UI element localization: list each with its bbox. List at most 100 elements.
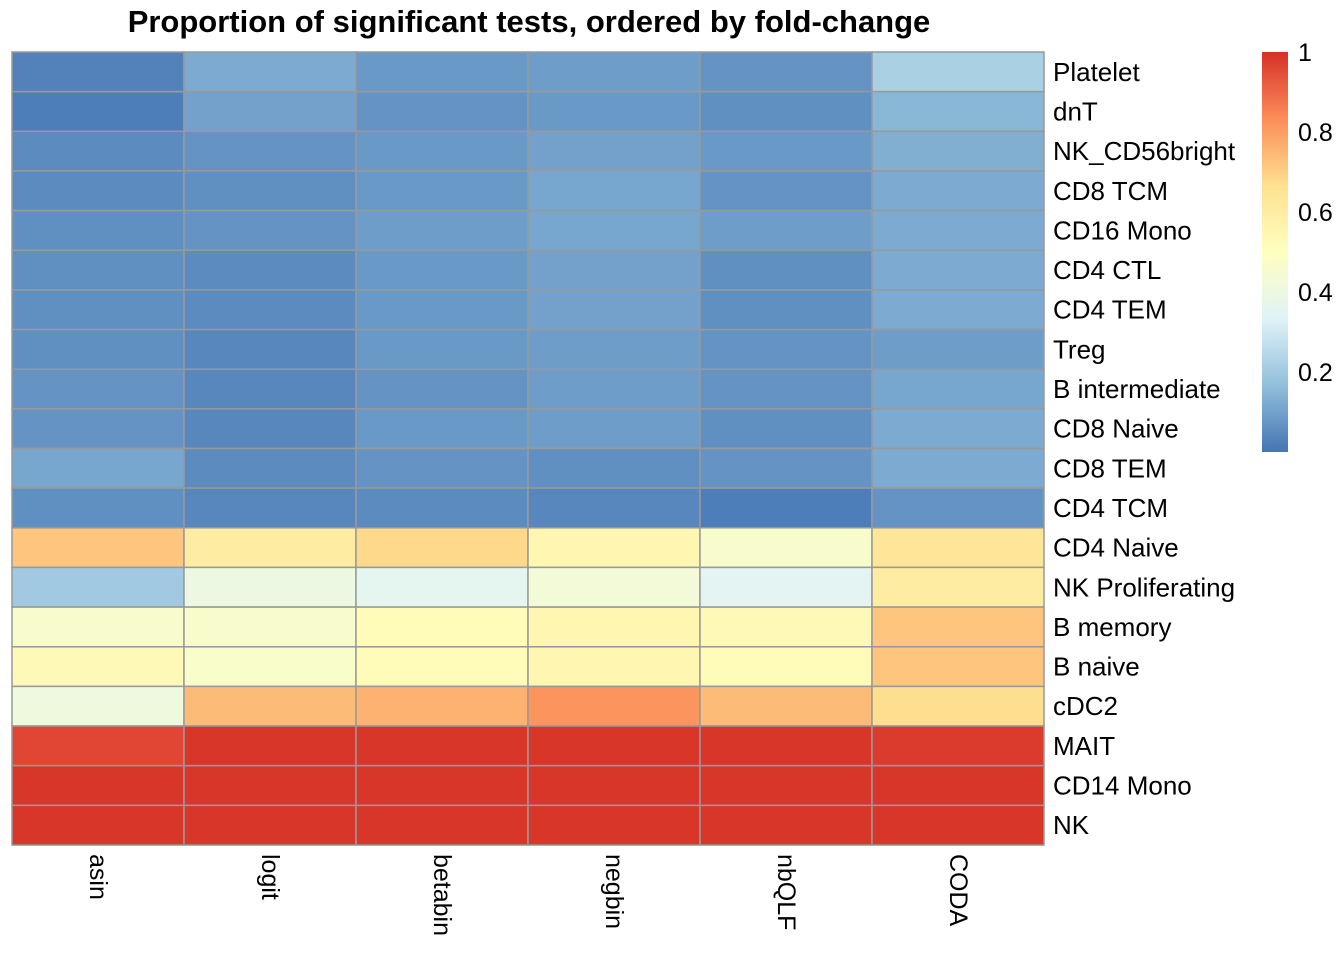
heatmap-cell: [527, 130, 701, 172]
heatmap-cell: [527, 487, 701, 529]
heatmap-cell: [699, 487, 873, 529]
legend-tick-label: 0.4: [1298, 279, 1333, 307]
row-label: CD4 CTL: [1053, 255, 1161, 285]
heatmap-cell: [871, 725, 1045, 767]
heatmap-cell: [527, 646, 701, 688]
row-label: B memory: [1053, 612, 1171, 642]
heatmap-cell: [699, 685, 873, 727]
row-label: CD4 Naive: [1053, 533, 1179, 563]
heatmap-cell: [527, 527, 701, 569]
column-label: betabin: [428, 854, 456, 936]
heatmap-cell: [699, 90, 873, 133]
heatmap-cell: [11, 566, 185, 608]
heatmap-cell: [355, 249, 529, 291]
heatmap-cell: [527, 447, 701, 489]
heatmap-cell: [871, 804, 1045, 846]
heatmap-cell: [699, 646, 873, 688]
row-label: NK: [1053, 810, 1090, 840]
heatmap-cell: [355, 90, 529, 133]
heatmap-cell: [355, 130, 529, 172]
heatmap-cell: [11, 804, 185, 846]
heatmap-cell: [527, 685, 701, 727]
heatmap-cell: [355, 764, 529, 807]
column-label: asin: [84, 854, 112, 900]
heatmap-cell: [355, 368, 529, 410]
heatmap-cell: [183, 51, 357, 93]
heatmap-cell: [183, 804, 357, 846]
heatmap-cell: [355, 606, 529, 648]
row-label: CD8 Naive: [1053, 414, 1179, 444]
legend-tick-label: 0.2: [1298, 359, 1333, 387]
heatmap-cell: [183, 368, 357, 410]
heatmap-cell: [355, 804, 529, 846]
heatmap-cell: [355, 408, 529, 450]
heatmap-cell: [355, 328, 529, 371]
heatmap-cell: [699, 566, 873, 608]
heatmap-cell: [11, 606, 185, 648]
heatmap-cell: [355, 170, 529, 212]
heatmap-cell: [699, 51, 873, 93]
row-label: B intermediate: [1053, 374, 1221, 404]
heatmap-cell: [527, 408, 701, 450]
heatmap-cell: [355, 209, 529, 252]
heatmap-cell: [871, 408, 1045, 450]
legend-tick-label: 0.6: [1298, 199, 1333, 227]
heatmap-cell: [183, 447, 357, 489]
heatmap-cell: [183, 130, 357, 172]
column-label: CODA: [944, 854, 972, 927]
heatmap-cell: [871, 368, 1045, 410]
heatmap-cell: [355, 487, 529, 529]
heatmap-cell: [699, 527, 873, 569]
heatmap-cell: [355, 725, 529, 767]
heatmap-cell: [871, 289, 1045, 331]
heatmap-cell: [527, 328, 701, 371]
heatmap-cell: [699, 804, 873, 846]
heatmap-cell: [699, 368, 873, 410]
heatmap-cell: [871, 487, 1045, 529]
heatmap-cell: [527, 249, 701, 291]
heatmap-cell: [11, 209, 185, 252]
heatmap-cell: [11, 447, 185, 489]
heatmap-cell: [183, 209, 357, 252]
heatmap-cell: [699, 249, 873, 291]
heatmap-cell: [183, 328, 357, 371]
row-labels: Platelet dnT NK_CD56bright CD8 TCM CD16 Mono…: [1053, 57, 1236, 840]
legend-colorbar: [1262, 52, 1288, 452]
row-label: CD4 TCM: [1053, 493, 1168, 523]
row-label: CD8 TCM: [1053, 176, 1168, 206]
heatmap-cell: [11, 685, 185, 727]
heatmap-cell: [355, 646, 529, 688]
heatmap-cell: [871, 527, 1045, 569]
heatmap-cells: [11, 51, 1045, 846]
heatmap-cell: [871, 606, 1045, 648]
heatmap-cell: [699, 764, 873, 807]
row-label: MAIT: [1053, 731, 1115, 761]
heatmap-cell: [527, 289, 701, 331]
heatmap-cell: [871, 249, 1045, 291]
heatmap-cell: [183, 685, 357, 727]
heatmap-cell: [11, 646, 185, 688]
heatmap-cell: [11, 170, 185, 212]
heatmap-cell: [11, 130, 185, 172]
heatmap-cell: [183, 725, 357, 767]
heatmap-cell: [871, 566, 1045, 608]
heatmap-cell: [527, 90, 701, 133]
row-label: B naive: [1053, 652, 1140, 682]
heatmap-cell: [527, 764, 701, 807]
heatmap-cell: [11, 249, 185, 291]
heatmap-cell: [183, 527, 357, 569]
row-label: Platelet: [1053, 57, 1140, 87]
heatmap-cell: [355, 447, 529, 489]
column-labels: asin logit betabin negbin nbQLF CODA: [84, 854, 972, 936]
heatmap-cell: [527, 170, 701, 212]
color-legend: 1 0.8 0.6 0.4 0.2: [1262, 39, 1333, 452]
row-label: NK Proliferating: [1053, 572, 1235, 602]
heatmap-cell: [183, 764, 357, 807]
heatmap-cell: [11, 368, 185, 410]
heatmap-cell: [871, 51, 1045, 93]
row-label: cDC2: [1053, 691, 1118, 721]
heatmap-cell: [11, 51, 185, 93]
row-label: CD16 Mono: [1053, 215, 1192, 245]
heatmap-cell: [699, 606, 873, 648]
heatmap-cell: [527, 51, 701, 93]
